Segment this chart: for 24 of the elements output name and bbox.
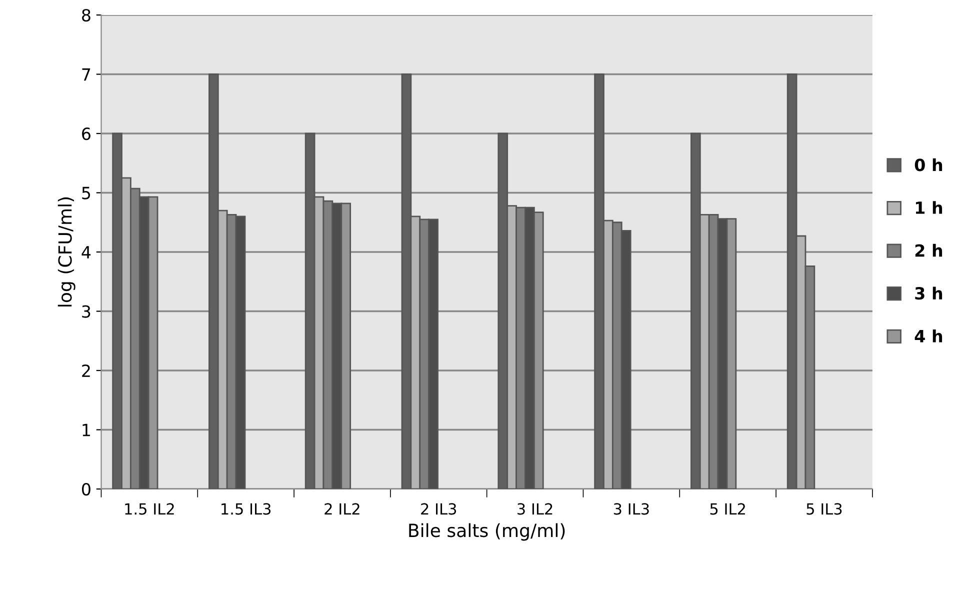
y-tick-label: 5 <box>82 186 90 200</box>
legend-label: 0 h <box>914 158 942 172</box>
legend-label: 1 h <box>916 201 942 214</box>
y-tick-label: 1 <box>82 424 90 436</box>
y-tick-label: 6 <box>82 127 90 140</box>
x-tick-label: 1.5 IL3 <box>222 503 271 515</box>
x-tick-label: 3 IL2 <box>518 503 552 515</box>
x-tick-label: 2 IL3 <box>421 503 456 515</box>
x-tick-label: 5 IL3 <box>806 503 842 515</box>
y-tick-label: 4 <box>82 246 91 258</box>
y-tick-label: 7 <box>82 68 90 81</box>
x-tick-label: 2 IL2 <box>324 503 360 514</box>
x-tick-label: 1.5 IL2 <box>125 503 174 515</box>
y-tick-label: 2 <box>82 364 90 377</box>
y-tick-label: 0 <box>82 482 90 496</box>
y-axis-title: log (CFU/ml) <box>58 197 76 306</box>
y-tick-label: 3 <box>82 305 90 318</box>
legend-label: 4 h <box>914 330 942 342</box>
x-tick-label: 3 IL3 <box>614 503 649 515</box>
legend-label: 3 h <box>915 286 942 300</box>
x-tick-label: 5 IL2 <box>710 503 745 515</box>
y-tick-label: 8 <box>82 8 90 22</box>
legend-label: 2 h <box>915 244 942 257</box>
x-axis-title: Bile salts (mg/ml) <box>409 523 565 541</box>
